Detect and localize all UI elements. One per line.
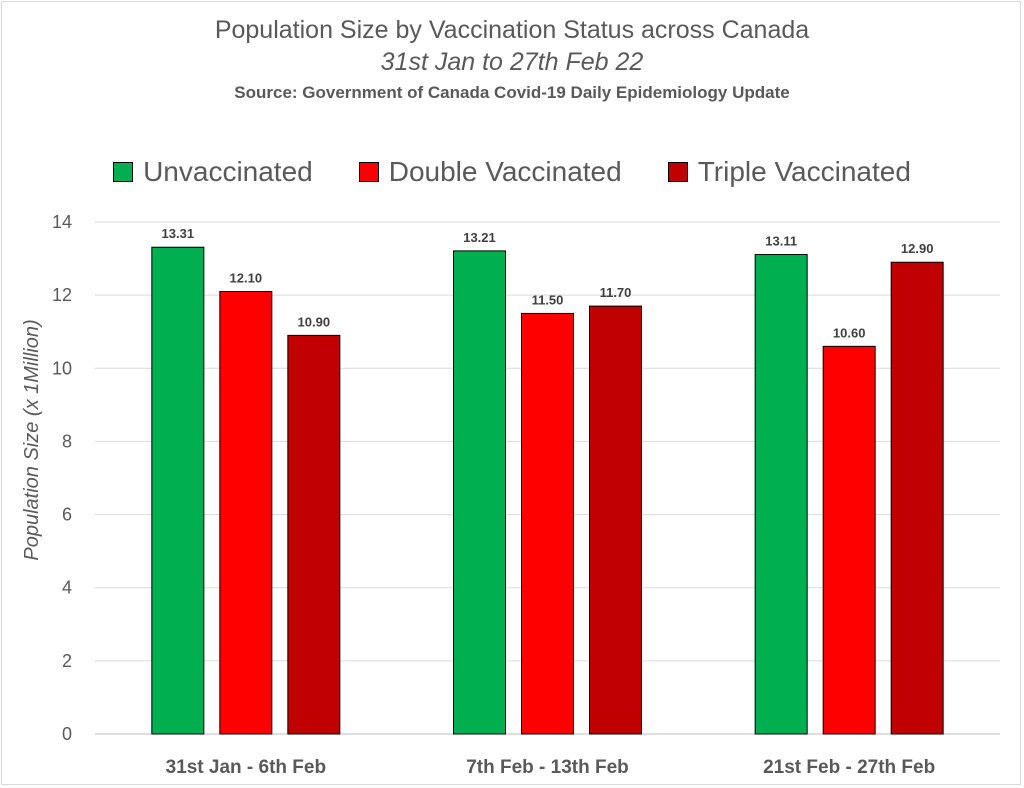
legend: Unvaccinated Double Vaccinated Triple Va…	[0, 156, 1024, 188]
chart-subtitle: 31st Jan to 27th Feb 22	[380, 48, 644, 76]
y-tick-label-8: 8	[62, 431, 72, 451]
category-labels: 31st Jan - 6th Feb 7th Feb - 13th Feb 21st…	[166, 757, 936, 778]
chart-title: Population Size by Vaccination Status ac…	[214, 16, 810, 44]
y-tick-label-4: 4	[62, 578, 72, 598]
y-tick-label-2: 2	[62, 651, 72, 671]
y-tick-label-10: 10	[52, 358, 72, 378]
y-tick-labels: 0 2 4 6 8 10 12 14	[52, 212, 72, 744]
legend-swatch-double-vaccinated	[358, 162, 379, 182]
y-tick-label-14: 14	[52, 212, 72, 232]
legend-item-unvaccinated: Unvaccinated	[113, 156, 313, 188]
legend-item-double-vaccinated: Double Vaccinated	[358, 156, 622, 188]
bar-double-vaccinated-0	[219, 290, 273, 735]
legend-item-triple-vaccinated: Triple Vaccinated	[667, 156, 911, 188]
y-axis-title: Population Size (x 1Million)	[21, 319, 43, 560]
bar-unvaccinated-0	[151, 246, 205, 735]
bar-unvaccinated-2	[754, 254, 808, 735]
x-category-label-0: 31st Jan - 6th Feb	[166, 757, 327, 778]
bar-unvaccinated-1	[453, 250, 506, 735]
data-label-double-vaccinated-2: 10.60	[833, 325, 866, 340]
legend-label-triple-vaccinated: Triple Vaccinated	[697, 156, 911, 187]
x-category-label-2: 21st Feb - 27th Feb	[763, 757, 935, 778]
data-label-triple-vaccinated-1: 11.70	[600, 285, 632, 300]
legend-swatch-triple-vaccinated	[667, 162, 688, 182]
y-tick-label-12: 12	[52, 285, 72, 305]
bar-triple-vaccinated-1	[589, 305, 642, 735]
data-label-triple-vaccinated-2: 12.90	[901, 241, 934, 256]
data-labels: 13.31 12.10 10.90 13.21 11.50 11.70 13.11 10.60…	[162, 226, 934, 340]
y-tick-label-6: 6	[62, 505, 72, 525]
bar-triple-vaccinated-0	[287, 334, 341, 735]
y-tick-label-0: 0	[62, 724, 72, 744]
legend-label-double-vaccinated: Double Vaccinated	[388, 156, 622, 187]
chart-source: Source: Government of Canada Covid-19 Da…	[234, 83, 790, 102]
bar-double-vaccinated-1	[521, 312, 574, 735]
data-label-unvaccinated-2: 13.11	[765, 234, 797, 249]
bars	[151, 246, 944, 735]
data-label-double-vaccinated-0: 12.10	[230, 270, 263, 285]
legend-swatch-unvaccinated	[113, 162, 134, 182]
data-label-unvaccinated-0: 13.31	[162, 226, 195, 241]
data-label-unvaccinated-1: 13.21	[463, 230, 496, 245]
bar-triple-vaccinated-2	[890, 261, 944, 735]
bar-double-vaccinated-2	[822, 345, 876, 735]
data-label-double-vaccinated-1: 11.50	[532, 292, 564, 307]
title-block: Population Size by Vaccination Status ac…	[0, 14, 1024, 106]
x-category-label-1: 7th Feb - 13th Feb	[466, 757, 629, 778]
data-label-triple-vaccinated-0: 10.90	[298, 314, 331, 329]
legend-label-unvaccinated: Unvaccinated	[143, 156, 313, 187]
